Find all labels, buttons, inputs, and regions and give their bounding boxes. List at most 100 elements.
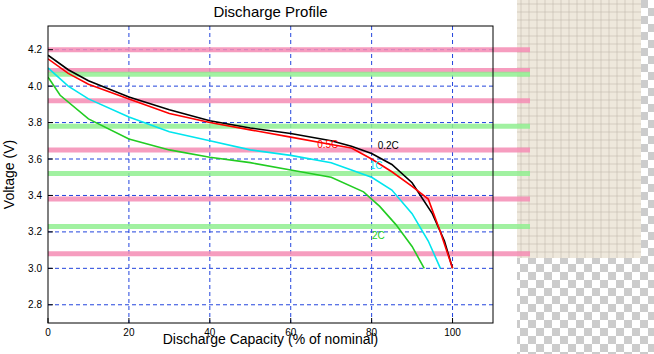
grid-line-y <box>48 304 493 305</box>
y-tick <box>48 195 53 196</box>
y-tick <box>48 86 53 87</box>
paper-grid-line <box>625 0 626 258</box>
paper-grid-line <box>633 0 634 258</box>
y-tick <box>48 268 53 269</box>
series-line <box>48 68 440 268</box>
y-tick-label: 3.4 <box>28 190 42 201</box>
series-label: 2C <box>372 230 385 241</box>
x-tick <box>452 318 453 323</box>
lines <box>48 55 453 268</box>
paper-grid-line <box>577 0 578 258</box>
paper-grid-line <box>517 20 641 21</box>
paper-grid-line <box>517 180 641 181</box>
paper-grid-line <box>517 68 641 69</box>
grid-line-y <box>48 122 493 123</box>
y-tick-label: 3.8 <box>28 117 42 128</box>
paper-grid-line <box>517 4 641 5</box>
grid-line-y <box>48 159 493 160</box>
reference-line <box>48 197 530 202</box>
paper-grid-line <box>537 0 538 258</box>
y-tick-label: 4.2 <box>28 44 42 55</box>
paper-grid-line <box>517 92 641 93</box>
paper-photo <box>517 0 641 258</box>
paper-grid-line <box>517 188 641 189</box>
y-tick-label: 2.8 <box>28 299 42 310</box>
y-tick-label: 3.6 <box>28 154 42 165</box>
y-tick <box>48 231 53 232</box>
x-tick-label: 0 <box>45 327 51 338</box>
x-tick <box>371 318 372 323</box>
paper-grid-line <box>617 0 618 258</box>
grid-line-y <box>48 268 493 269</box>
paper-grid-line <box>517 172 641 173</box>
y-tick <box>48 304 53 305</box>
y-tick-label: 3.2 <box>28 226 42 237</box>
paper-grid-line <box>517 220 641 221</box>
paper-grid-line <box>517 76 641 77</box>
y-tick <box>48 159 53 160</box>
paper-grid-line <box>517 36 641 37</box>
reference-line <box>48 224 530 229</box>
x-axis-label: Discharge Capacity (% of nominal) <box>163 331 379 347</box>
paper-grid-line <box>517 228 641 229</box>
x-tick <box>128 318 129 323</box>
x-tick-label: 20 <box>123 327 135 338</box>
paper-grid-line <box>517 116 641 117</box>
paper-grid <box>517 0 641 258</box>
checkerboard <box>517 0 654 354</box>
paper-grid-line <box>517 252 641 253</box>
reference-line <box>48 251 530 256</box>
paper-grid-line <box>609 0 610 258</box>
chart: 0.2C0.5C1C2C0204060801002.83.03.23.43.63… <box>0 0 654 354</box>
series-label: 1C <box>370 160 383 171</box>
paper-grid-line <box>517 52 641 53</box>
series-line <box>48 55 453 268</box>
series-label: 0.5C <box>317 139 338 150</box>
paper-grid-line <box>517 204 641 205</box>
paper-grid-line <box>517 12 641 13</box>
x-tick <box>48 318 49 323</box>
paper-grid-line <box>517 132 641 133</box>
paper-grid-line <box>517 140 641 141</box>
paper-grid-line <box>517 100 641 101</box>
y-axis-label: Voltage (V) <box>1 140 17 209</box>
paper-grid-line <box>517 156 641 157</box>
paper-grid-line <box>517 60 641 61</box>
reference-line <box>48 98 530 103</box>
x-tick-label: 100 <box>444 327 461 338</box>
paper-grid-line <box>545 0 546 258</box>
paper-grid-line <box>561 0 562 258</box>
y-tick <box>48 122 53 123</box>
title: Discharge Profile <box>213 3 327 20</box>
reference-line <box>48 47 530 52</box>
paper-grid-line <box>517 84 641 85</box>
x-tick <box>209 318 210 323</box>
paper-grid-line <box>517 108 641 109</box>
series-line <box>48 59 453 269</box>
paper-grid-line <box>517 148 641 149</box>
paper-grid-line <box>553 0 554 258</box>
paper-grid-line <box>517 44 641 45</box>
paper-grid-line <box>521 0 522 258</box>
y-tick <box>48 49 53 50</box>
paper-grid-line <box>517 124 641 125</box>
series-line <box>48 77 424 268</box>
reference-line <box>48 147 530 152</box>
reference-line <box>48 124 530 129</box>
plot-frame <box>48 26 493 323</box>
paper-grid-line <box>517 212 641 213</box>
paper-grid-line <box>529 0 530 258</box>
paper-grid-line <box>517 244 641 245</box>
grid-line-y <box>48 86 493 87</box>
series-label: 0.2C <box>378 140 399 151</box>
grid-line-y <box>48 231 493 232</box>
grid-line-y <box>48 195 493 196</box>
reference-line <box>48 171 530 176</box>
x-tick <box>290 318 291 323</box>
paper-grid-line <box>517 196 641 197</box>
y-tick-label: 3.0 <box>28 263 42 274</box>
paper-grid-line <box>517 28 641 29</box>
y-tick-label: 4.0 <box>28 81 42 92</box>
paper-grid-line <box>569 0 570 258</box>
paper-grid-line <box>593 0 594 258</box>
